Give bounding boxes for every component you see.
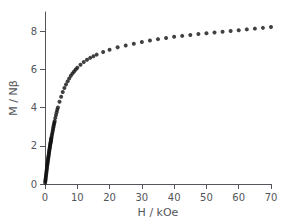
svg-text:70: 70 <box>265 192 278 203</box>
svg-text:H / kOe: H / kOe <box>138 206 179 219</box>
svg-text:50: 50 <box>200 192 213 203</box>
svg-text:4: 4 <box>31 102 37 113</box>
svg-text:6: 6 <box>31 64 37 75</box>
svg-text:20: 20 <box>103 192 116 203</box>
svg-text:40: 40 <box>168 192 181 203</box>
svg-text:0: 0 <box>31 179 37 190</box>
svg-text:M / Nβ: M / Nβ <box>7 80 20 115</box>
svg-text:60: 60 <box>232 192 245 203</box>
svg-text:8: 8 <box>31 26 37 37</box>
svg-text:10: 10 <box>71 192 84 203</box>
svg-text:30: 30 <box>135 192 148 203</box>
svg-text:2: 2 <box>31 140 37 151</box>
svg-text:0: 0 <box>42 192 48 203</box>
